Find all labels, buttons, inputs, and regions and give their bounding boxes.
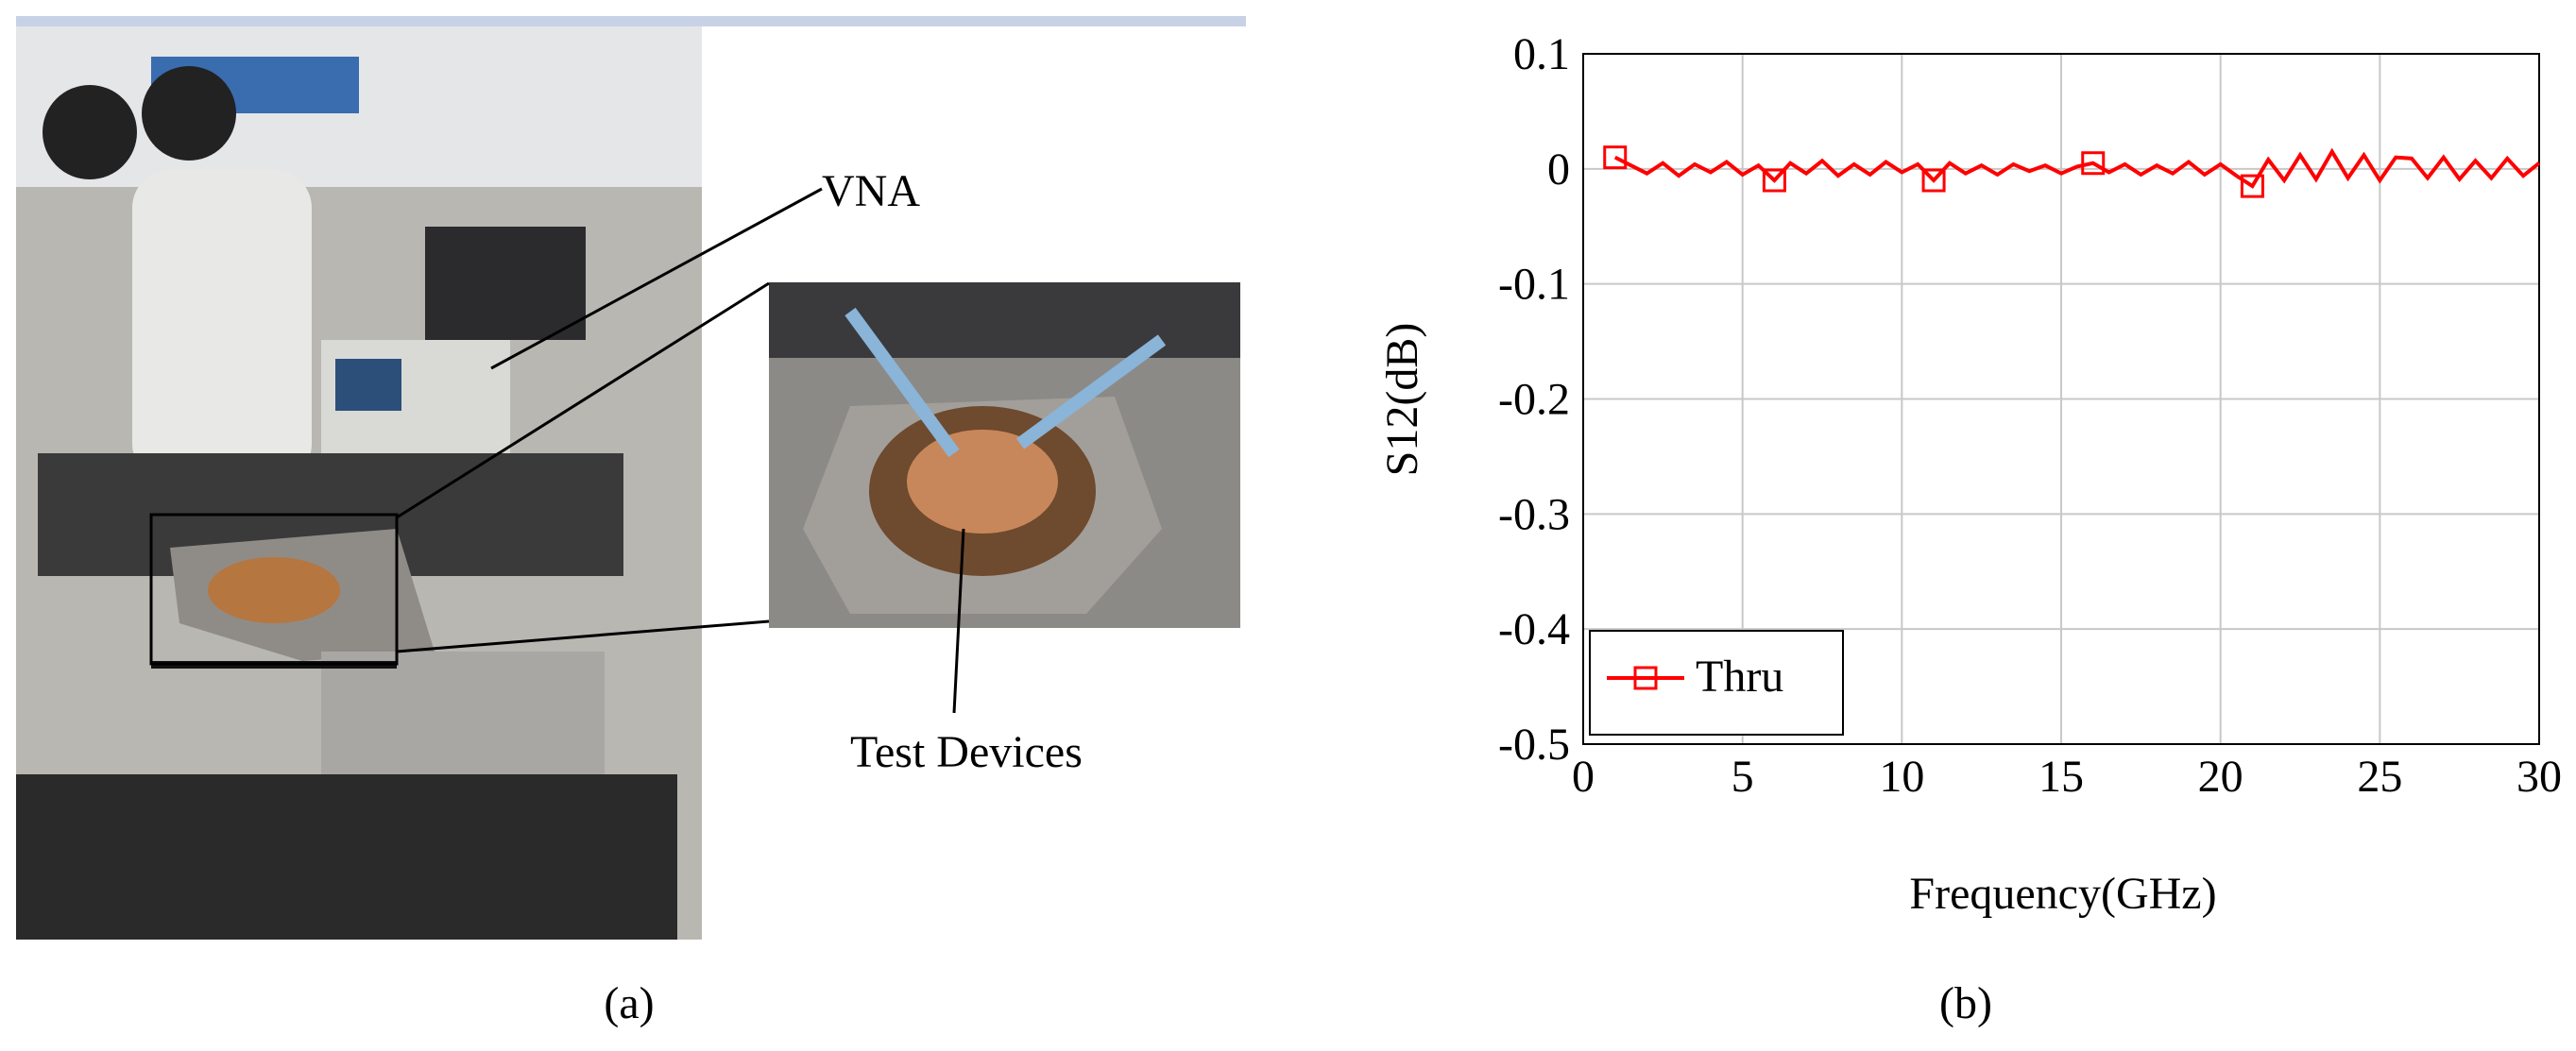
y-tick-label: 0.1 — [1513, 29, 1570, 79]
data-marker — [1921, 168, 1946, 193]
data-line — [1613, 147, 2541, 189]
x-tick-label: 15 — [2039, 752, 2084, 802]
plot-frame — [1582, 53, 2540, 745]
x-tick-label: 5 — [1732, 752, 1754, 802]
data-marker — [2081, 151, 2106, 176]
data-marker — [1762, 168, 1786, 193]
annotation: VNA — [822, 166, 920, 216]
data-marker — [1603, 145, 1628, 170]
annotation: Test Devices — [850, 727, 1083, 777]
x-tick-label: 30 — [2516, 752, 2562, 802]
y-tick-label: -0.1 — [1498, 260, 1570, 310]
y-axis-label: S12(dB) — [1377, 323, 1427, 477]
y-tick-label: -0.3 — [1498, 489, 1570, 539]
y-tick-label: -0.2 — [1498, 375, 1570, 425]
x-tick-label: 0 — [1572, 752, 1595, 802]
legend-marker — [1633, 666, 1658, 690]
y-tick-label: 0 — [1547, 144, 1570, 195]
caption: (b) — [1939, 978, 1992, 1028]
legend-box — [1589, 630, 1844, 736]
x-tick-label: 20 — [2198, 752, 2243, 802]
x-tick-label: 25 — [2357, 752, 2402, 802]
x-axis-label: Frequency(GHz) — [1909, 869, 2216, 919]
x-tick-label: 10 — [1879, 752, 1924, 802]
data-marker — [2240, 174, 2264, 198]
caption: (a) — [604, 978, 654, 1028]
photo: VNA Test Devices (a) — [16, 16, 1246, 1028]
y-tick-label: -0.4 — [1498, 604, 1570, 654]
legend-label: Thru — [1696, 652, 1783, 702]
y-tick-label: -0.5 — [1498, 720, 1570, 770]
